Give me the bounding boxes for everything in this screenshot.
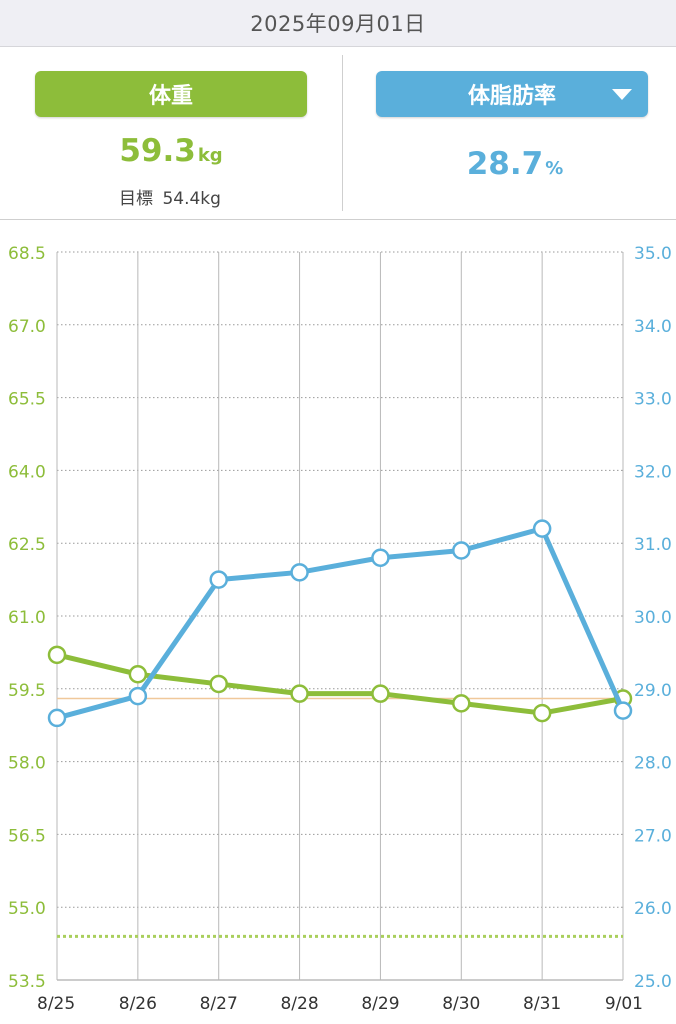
- fat-data-point: [613, 701, 633, 720]
- x-axis-tick-label: 8/31: [523, 994, 561, 1014]
- fat-series-line: [54, 526, 626, 721]
- x-axis-tick-label: 8/27: [200, 994, 238, 1014]
- right-axis-tick-label: 33.0: [634, 390, 672, 410]
- fat-data-point: [209, 570, 228, 589]
- weight-tab-label: 体重: [148, 84, 193, 109]
- left-axis-tick-label: 53.5: [8, 972, 46, 992]
- left-axis-tick-label: 64.0: [8, 462, 46, 482]
- target-weight: 目標 54.4kg: [0, 184, 340, 209]
- x-axis-tick-label: 8/29: [361, 994, 399, 1014]
- panel-divider: [342, 55, 343, 211]
- fat-panel: 体脂肪率 28.7%: [338, 47, 676, 219]
- fat-data-point: [47, 708, 67, 728]
- left-axis-tick-label: 56.5: [8, 826, 46, 846]
- x-axis-tick-label: 8/26: [119, 994, 157, 1014]
- left-axis-tick-label: 55.0: [8, 899, 46, 919]
- left-axis-tick-label: 67.0: [8, 317, 46, 337]
- fat-value-number: 28.7: [466, 146, 544, 182]
- right-axis-tick-label: 27.0: [634, 826, 672, 846]
- weight-data-point: [290, 684, 309, 703]
- fat-value: 28.7%: [346, 146, 676, 182]
- x-axis-tick-label: 8/28: [280, 994, 318, 1014]
- date-label: 2025年09月01日: [250, 12, 426, 36]
- weight-data-point: [47, 645, 67, 665]
- weight-panel: 体重 59.3 kg 目標 54.4kg: [0, 47, 338, 219]
- weight-unit: kg: [197, 145, 223, 166]
- weight-data-point: [532, 703, 552, 723]
- left-axis-tick-label: 65.5: [8, 390, 46, 410]
- left-axis-tick-label: 59.5: [8, 681, 46, 701]
- weight-data-point: [452, 694, 471, 713]
- weight-data-point: [128, 664, 148, 684]
- left-axis-tick-label: 68.5: [8, 244, 46, 264]
- weight-data-point: [209, 674, 228, 694]
- x-axis-tick-label: 8/30: [442, 994, 480, 1014]
- weight-tab-button[interactable]: 体重: [35, 71, 307, 117]
- right-axis-tick-label: 25.0: [634, 972, 672, 992]
- x-axis-tick-label: 9/01: [605, 994, 643, 1014]
- date-header[interactable]: 2025年09月01日: [0, 0, 676, 47]
- right-axis-tick-label: 30.0: [634, 608, 672, 628]
- fat-unit: %: [545, 158, 564, 179]
- left-axis-tick-label: 61.0: [8, 608, 46, 628]
- left-axis-tick-label: 58.0: [8, 754, 46, 774]
- left-axis-tick-label: 62.5: [8, 535, 46, 555]
- caret-down-icon: [612, 89, 632, 100]
- right-axis-tick-label: 28.0: [634, 754, 672, 774]
- weight-value-number: 59.3: [119, 133, 196, 169]
- weight-fat-chart[interactable]: 68.5 67.0 65.5 64.0 62.5 61.0 59.5 58.0 56.5 55.0…: [0, 220, 676, 1024]
- fat-data-point: [128, 686, 148, 706]
- metric-selector-button[interactable]: 体脂肪率: [376, 71, 648, 117]
- fat-data-point: [290, 563, 309, 582]
- right-axis-tick-label: 34.0: [634, 317, 672, 337]
- header-divider: [0, 219, 676, 220]
- fat-data-point: [452, 541, 471, 560]
- weight-value: 59.3 kg: [2, 133, 340, 169]
- target-value: 54.4kg: [162, 189, 221, 209]
- right-axis-tick-label: 35.0: [634, 244, 672, 264]
- right-axis-tick-label: 29.0: [634, 681, 672, 701]
- x-axis-tick-label: 8/25: [37, 994, 75, 1014]
- target-label: 目標: [119, 189, 154, 209]
- right-axis-tick-label: 32.0: [634, 462, 672, 482]
- right-axis-tick-label: 31.0: [634, 535, 672, 555]
- fat-data-point: [371, 548, 390, 568]
- weight-data-point: [371, 684, 390, 703]
- right-axis-tick-label: 26.0: [634, 899, 672, 919]
- fat-tab-label: 体脂肪率: [467, 84, 556, 109]
- fat-data-point: [532, 519, 552, 538]
